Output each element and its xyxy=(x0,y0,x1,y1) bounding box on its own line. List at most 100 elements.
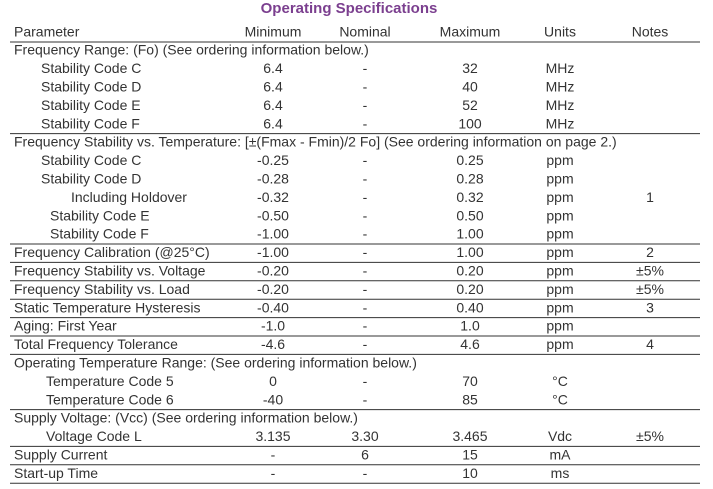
minimum-cell: - xyxy=(271,447,276,463)
maximum-cell: 1.00 xyxy=(456,226,483,242)
minimum-cell: -0.25 xyxy=(257,152,289,168)
nominal-cell: 3.30 xyxy=(351,428,378,444)
maximum-cell: 40 xyxy=(462,79,478,95)
parameter-cell: Frequency Stability vs. Temperature: [±(… xyxy=(14,134,617,150)
minimum-cell: 0 xyxy=(269,373,277,389)
minimum-cell: -0.20 xyxy=(257,281,289,297)
units-cell: ppm xyxy=(546,318,573,334)
maximum-cell: 85 xyxy=(462,391,478,407)
parameter-cell: Static Temperature Hysteresis xyxy=(14,299,200,315)
units-cell: MHz xyxy=(546,79,575,95)
notes-cell: 1 xyxy=(646,189,654,205)
notes-cell: 2 xyxy=(646,244,654,260)
units-cell: °C xyxy=(552,391,568,407)
nominal-cell: - xyxy=(363,318,368,334)
minimum-cell: -0.28 xyxy=(257,171,289,187)
units-cell: ppm xyxy=(546,244,573,260)
minimum-cell: -0.20 xyxy=(257,263,289,279)
notes-cell: 4 xyxy=(646,336,654,352)
parameter-cell: Voltage Code L xyxy=(46,428,142,444)
minimum-cell: -4.6 xyxy=(261,336,285,352)
parameter-cell: Stability Code C xyxy=(41,152,141,168)
minimum-cell: - xyxy=(271,465,276,481)
minimum-cell: -1.0 xyxy=(261,318,285,334)
parameter-cell: Frequency Stability vs. Load xyxy=(14,281,190,297)
parameter-cell: Start-up Time xyxy=(14,465,98,481)
nominal-cell: - xyxy=(363,226,368,242)
nominal-cell: - xyxy=(363,115,368,131)
maximum-cell: 0.20 xyxy=(456,263,483,279)
units-cell: mA xyxy=(550,447,572,463)
maximum-cell: 0.50 xyxy=(456,207,483,223)
units-cell: ppm xyxy=(546,336,573,352)
minimum-cell: 6.4 xyxy=(263,60,283,76)
notes-cell: ±5% xyxy=(636,281,664,297)
maximum-cell: 0.32 xyxy=(456,189,483,205)
nominal-cell: - xyxy=(363,152,368,168)
units-cell: ppm xyxy=(546,263,573,279)
table-title: Operating Specifications xyxy=(261,0,438,17)
nominal-cell: - xyxy=(363,373,368,389)
minimum-cell: -0.40 xyxy=(257,299,289,315)
parameter-cell: Stability Code F xyxy=(41,115,140,131)
maximum-cell: 0.20 xyxy=(456,281,483,297)
parameter-cell: Stability Code D xyxy=(41,79,141,95)
maximum-cell: 15 xyxy=(462,447,478,463)
units-cell: ms xyxy=(551,465,570,481)
parameter-cell: Total Frequency Tolerance xyxy=(14,336,178,352)
parameter-cell: Frequency Stability vs. Voltage xyxy=(14,263,206,279)
maximum-cell: 0.40 xyxy=(456,299,483,315)
parameter-cell: Frequency Calibration (@25°C) xyxy=(14,244,210,260)
notes-cell: ±5% xyxy=(636,428,664,444)
units-cell: ppm xyxy=(546,299,573,315)
nominal-cell: - xyxy=(363,391,368,407)
minimum-cell: -1.00 xyxy=(257,226,289,242)
header-cell: Minimum xyxy=(245,24,302,40)
parameter-cell: Temperature Code 5 xyxy=(46,373,174,389)
parameter-cell: Frequency Range: (Fo) (See ordering info… xyxy=(14,42,369,58)
maximum-cell: 4.6 xyxy=(460,336,480,352)
nominal-cell: - xyxy=(363,189,368,205)
header-cell: Nominal xyxy=(339,24,390,40)
maximum-cell: 70 xyxy=(462,373,478,389)
maximum-cell: 100 xyxy=(458,115,482,131)
units-cell: Vdc xyxy=(548,428,572,444)
header-cell: Units xyxy=(544,24,576,40)
nominal-cell: - xyxy=(363,336,368,352)
nominal-cell: - xyxy=(363,299,368,315)
notes-cell: 3 xyxy=(646,299,654,315)
parameter-cell: Stability Code E xyxy=(50,207,150,223)
units-cell: MHz xyxy=(546,115,575,131)
notes-cell: ±5% xyxy=(636,263,664,279)
maximum-cell: 0.28 xyxy=(456,171,483,187)
maximum-cell: 0.25 xyxy=(456,152,483,168)
parameter-cell: Stability Code E xyxy=(41,97,141,113)
minimum-cell: -40 xyxy=(263,391,283,407)
nominal-cell: - xyxy=(363,244,368,260)
units-cell: ppm xyxy=(546,171,573,187)
maximum-cell: 1.0 xyxy=(460,318,480,334)
minimum-cell: -1.00 xyxy=(257,244,289,260)
units-cell: ppm xyxy=(546,152,573,168)
minimum-cell: -0.50 xyxy=(257,207,289,223)
units-cell: ppm xyxy=(546,281,573,297)
nominal-cell: - xyxy=(363,60,368,76)
header-cell: Parameter xyxy=(14,24,80,40)
nominal-cell: - xyxy=(363,171,368,187)
minimum-cell: 6.4 xyxy=(263,115,283,131)
units-cell: ppm xyxy=(546,189,573,205)
units-cell: °C xyxy=(552,373,568,389)
minimum-cell: 6.4 xyxy=(263,97,283,113)
parameter-cell: Supply Voltage: (Vcc) (See ordering info… xyxy=(14,410,358,426)
nominal-cell: 6 xyxy=(361,447,369,463)
nominal-cell: - xyxy=(363,79,368,95)
maximum-cell: 1.00 xyxy=(456,244,483,260)
minimum-cell: 3.135 xyxy=(255,428,290,444)
nominal-cell: - xyxy=(363,97,368,113)
parameter-cell: Including Holdover xyxy=(71,189,187,205)
minimum-cell: 6.4 xyxy=(263,79,283,95)
header-cell: Notes xyxy=(632,24,669,40)
parameter-cell: Stability Code C xyxy=(41,60,141,76)
maximum-cell: 10 xyxy=(462,465,478,481)
